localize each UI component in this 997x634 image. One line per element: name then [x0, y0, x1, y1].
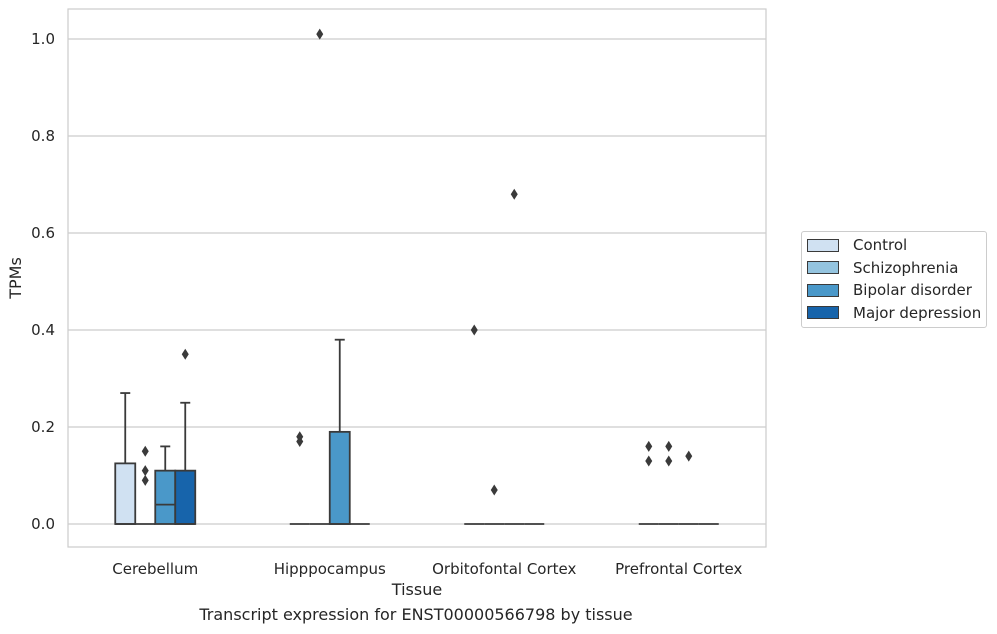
y-tick-labels: 0.0 0.2 0.4 0.6 0.8 1.0 [31, 30, 55, 533]
legend-swatch [807, 283, 839, 297]
box-bipolar-disorder [328, 338, 351, 525]
legend-item: Major depression [802, 302, 986, 325]
y-axis-title: TPMs [6, 257, 25, 300]
legend-item: Bipolar disorder [802, 279, 986, 302]
outlier-point [685, 450, 693, 462]
outlier-point [141, 474, 149, 486]
legend-label: Schizophrenia [853, 258, 959, 277]
legend-item: Schizophrenia [802, 257, 986, 280]
y-tick-label: 0.4 [31, 321, 55, 339]
x-tick-label: Orbitofontal Cortex [432, 560, 576, 578]
legend-swatch [807, 238, 839, 252]
chart-title: Transcript expression for ENST0000056679… [199, 605, 633, 624]
outlier-point [296, 431, 304, 443]
y-tick-label: 0.8 [31, 127, 55, 145]
y-tick-label: 0.2 [31, 418, 55, 436]
outlier-point [470, 324, 478, 336]
legend-item: Control [802, 234, 986, 257]
y-tick-label: 0.0 [31, 515, 55, 533]
outliers [141, 28, 693, 496]
outlier-point [490, 484, 498, 496]
boxes [114, 338, 719, 525]
outlier-point [645, 440, 653, 452]
outlier-point [510, 188, 518, 200]
legend-swatch [807, 261, 839, 275]
gridlines [68, 38, 766, 525]
x-tick-label: Prefrontal Cortex [615, 560, 742, 578]
x-tick-label: Cerebellum [112, 560, 198, 578]
legend: Control Schizophrenia Bipolar disorder Majo… [801, 231, 987, 328]
outlier-point [645, 455, 653, 467]
outlier-point [316, 28, 324, 40]
plot-frame [67, 8, 767, 548]
legend-label: Major depression [853, 303, 982, 322]
outlier-point [665, 455, 673, 467]
x-tick-labels: Cerebellum Hipppocampus Orbitofontal Corte… [112, 560, 742, 578]
box-bipolar-disorder [154, 445, 177, 525]
y-tick-label: 1.0 [31, 30, 55, 48]
legend-label: Control [853, 236, 908, 255]
box-major-depression [174, 401, 197, 525]
x-axis-title: Tissue [391, 580, 442, 599]
box-control [114, 392, 137, 525]
outlier-point [665, 440, 673, 452]
legend-swatch [807, 306, 839, 320]
outlier-point [141, 465, 149, 477]
y-tick-label: 0.6 [31, 224, 55, 242]
outlier-point [181, 348, 189, 360]
legend-label: Bipolar disorder [853, 281, 972, 300]
x-tick-label: Hipppocampus [274, 560, 386, 578]
outlier-point [141, 445, 149, 457]
